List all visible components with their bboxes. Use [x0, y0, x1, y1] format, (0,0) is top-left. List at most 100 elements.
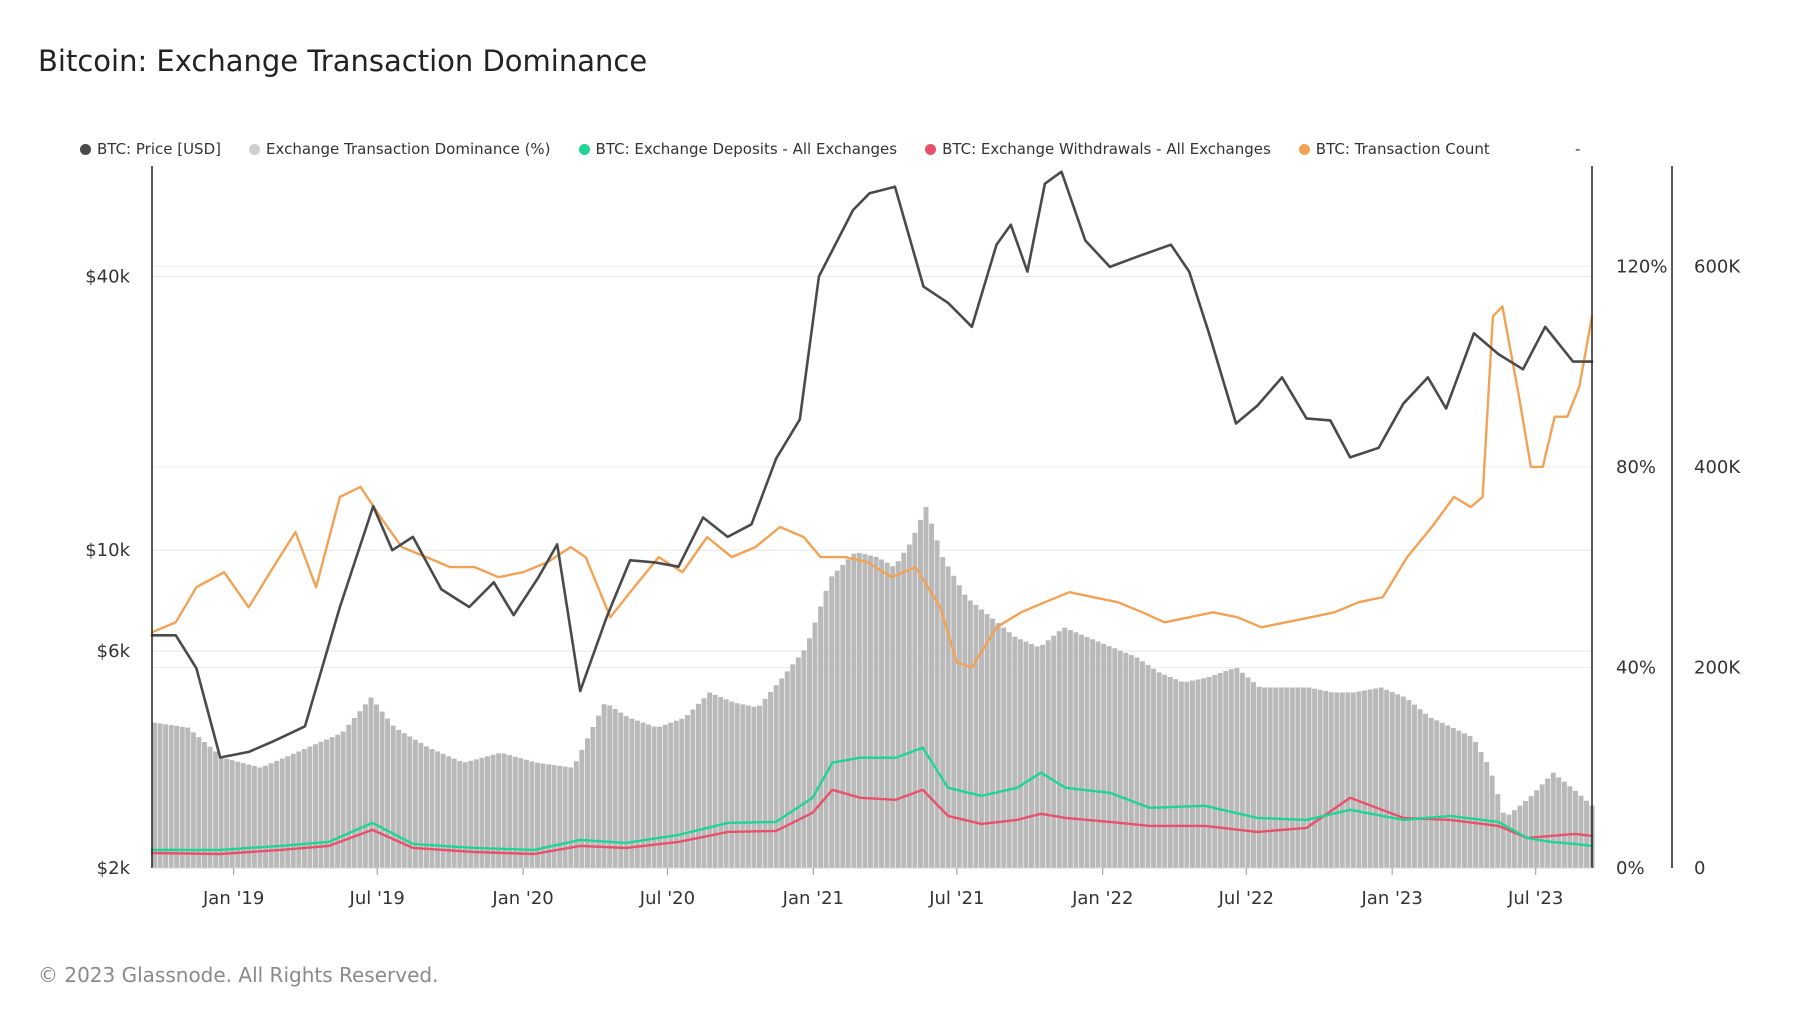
dominance-bar-242: [1495, 794, 1501, 868]
dominance-bar-29: [313, 744, 318, 868]
series-line-deposits: [150, 746, 1594, 852]
dominance-bar-70: [540, 763, 546, 868]
dominance-bar-3: [168, 725, 174, 868]
dominance-bar-54: [451, 758, 457, 868]
dominance-bar-14: [229, 760, 235, 868]
x-tick-label-6: Jan '22: [1071, 888, 1133, 909]
legend-item-price[interactable]: BTC: Price [USD]: [80, 140, 221, 158]
dominance-bar-221: [1378, 687, 1384, 868]
chart-legend: BTC: Price [USD] Exchange Transaction Do…: [80, 140, 1490, 158]
dominance-bar-74: [562, 766, 568, 868]
y-price-tick-3: $40k: [85, 266, 130, 287]
dominance-bar-71: [546, 764, 552, 868]
dominance-bar-24: [285, 756, 291, 868]
legend-label-tx-count: BTC: Transaction Count: [1315, 140, 1490, 158]
dominance-bar-197: [1245, 677, 1251, 868]
dominance-bar-253: [1556, 777, 1562, 868]
dominance-bar-5: [179, 726, 185, 868]
dominance-bar-257: [1578, 795, 1584, 868]
dominance-bar-134: [895, 561, 901, 868]
dominance-bar-154: [1006, 632, 1012, 868]
dominance-bar-23: [279, 758, 285, 868]
dominance-bar-244: [1506, 814, 1512, 868]
dominance-bar-36: [351, 718, 357, 868]
x-tick-label-0: Jan '19: [202, 888, 264, 909]
y-pct-tick-0: 0%: [1616, 858, 1645, 879]
dominance-bar-8: [196, 737, 202, 868]
dominance-bar-56: [462, 762, 468, 868]
dominance-bar-172: [1106, 646, 1112, 868]
dominance-bar-30: [318, 741, 324, 868]
dominance-bar-42: [385, 718, 391, 868]
x-tick-label-9: Jul '23: [1507, 888, 1563, 909]
dominance-bar-57: [468, 760, 474, 868]
x-tick-label-7: Jul '22: [1218, 888, 1274, 909]
dominance-bar-192: [1217, 673, 1223, 868]
dominance-bar-203: [1278, 687, 1284, 868]
dominance-bar-254: [1561, 781, 1567, 868]
legend-item-tx-count[interactable]: BTC: Transaction Count: [1298, 140, 1490, 158]
dominance-bar-220: [1373, 688, 1379, 868]
dominance-bar-64: [507, 755, 513, 868]
legend-item-withdrawals[interactable]: BTC: Exchange Withdrawals - All Exchange…: [925, 140, 1271, 158]
dominance-bar-209: [1312, 688, 1318, 868]
dominance-bar-251: [1545, 778, 1551, 868]
dominance-bar-218: [1362, 690, 1367, 868]
legend-item-dominance[interactable]: Exchange Transaction Dominance (%): [248, 140, 551, 158]
legend-item-deposits[interactable]: BTC: Exchange Deposits - All Exchanges: [578, 140, 897, 158]
y-price-tick-1: $6k: [97, 641, 131, 662]
dominance-bar-150: [984, 614, 990, 868]
dominance-bar-94: [673, 720, 679, 868]
dominance-bar-41: [379, 711, 385, 868]
dominance-bar-228: [1417, 709, 1423, 868]
dominance-bar-138: [918, 519, 923, 868]
dominance-bar-47: [412, 739, 418, 868]
dominance-bar-107: [745, 705, 751, 868]
dominance-bar-75: [568, 767, 574, 868]
dominance-bar-59: [479, 757, 485, 868]
x-tick-label-2: Jan '20: [491, 888, 553, 909]
dominance-bar-18: [251, 766, 257, 868]
dominance-bar-156: [1017, 639, 1023, 868]
dominance-bar-159: [1034, 646, 1040, 868]
dominance-bar-99: [701, 698, 707, 868]
dominance-bar-202: [1273, 687, 1279, 868]
dominance-bar-207: [1301, 687, 1306, 868]
dominance-bar-98: [696, 703, 701, 868]
dominance-bar-246: [1517, 805, 1523, 868]
dominance-bar-48: [418, 743, 424, 868]
dominance-bar-104: [729, 701, 735, 868]
dominance-bar-88: [640, 722, 646, 868]
dominance-bar-87: [634, 720, 640, 868]
dominance-bar-69: [535, 762, 540, 868]
dominance-bar-248: [1528, 796, 1534, 868]
dominance-bar-230: [1428, 717, 1434, 868]
dominance-bar-122: [829, 576, 835, 868]
legend-more[interactable]: -: [1575, 140, 1581, 158]
dominance-bar-181: [1156, 672, 1162, 868]
dominance-bar-231: [1434, 720, 1440, 868]
dominance-bar-79: [590, 727, 596, 868]
dominance-bar-4: [174, 725, 180, 868]
dominance-bar-26: [296, 751, 302, 868]
dominance-bar-243: [1500, 812, 1506, 868]
dominance-bar-115: [790, 664, 796, 868]
dominance-bar-58: [473, 759, 479, 868]
dominance-bar-245: [1511, 810, 1517, 868]
dominance-bar-162: [1051, 635, 1057, 868]
dominance-bar-119: [812, 622, 818, 868]
dominance-bar-210: [1317, 689, 1323, 868]
y-pct-tick-1: 40%: [1616, 657, 1656, 678]
dominance-bar-136: [906, 544, 912, 868]
dominance-bar-63: [501, 753, 507, 868]
dominance-bar-91: [657, 726, 663, 868]
dominance-bar-191: [1212, 675, 1218, 868]
dominance-bar-96: [684, 715, 690, 868]
dominance-bar-31: [324, 739, 330, 868]
dominance-bar-120: [818, 606, 824, 868]
dominance-bar-77: [579, 749, 585, 868]
dominance-bar-174: [1117, 650, 1123, 868]
dominance-bar-214: [1339, 692, 1345, 868]
dominance-bar-35: [346, 724, 352, 868]
dominance-bar-51: [435, 751, 441, 868]
